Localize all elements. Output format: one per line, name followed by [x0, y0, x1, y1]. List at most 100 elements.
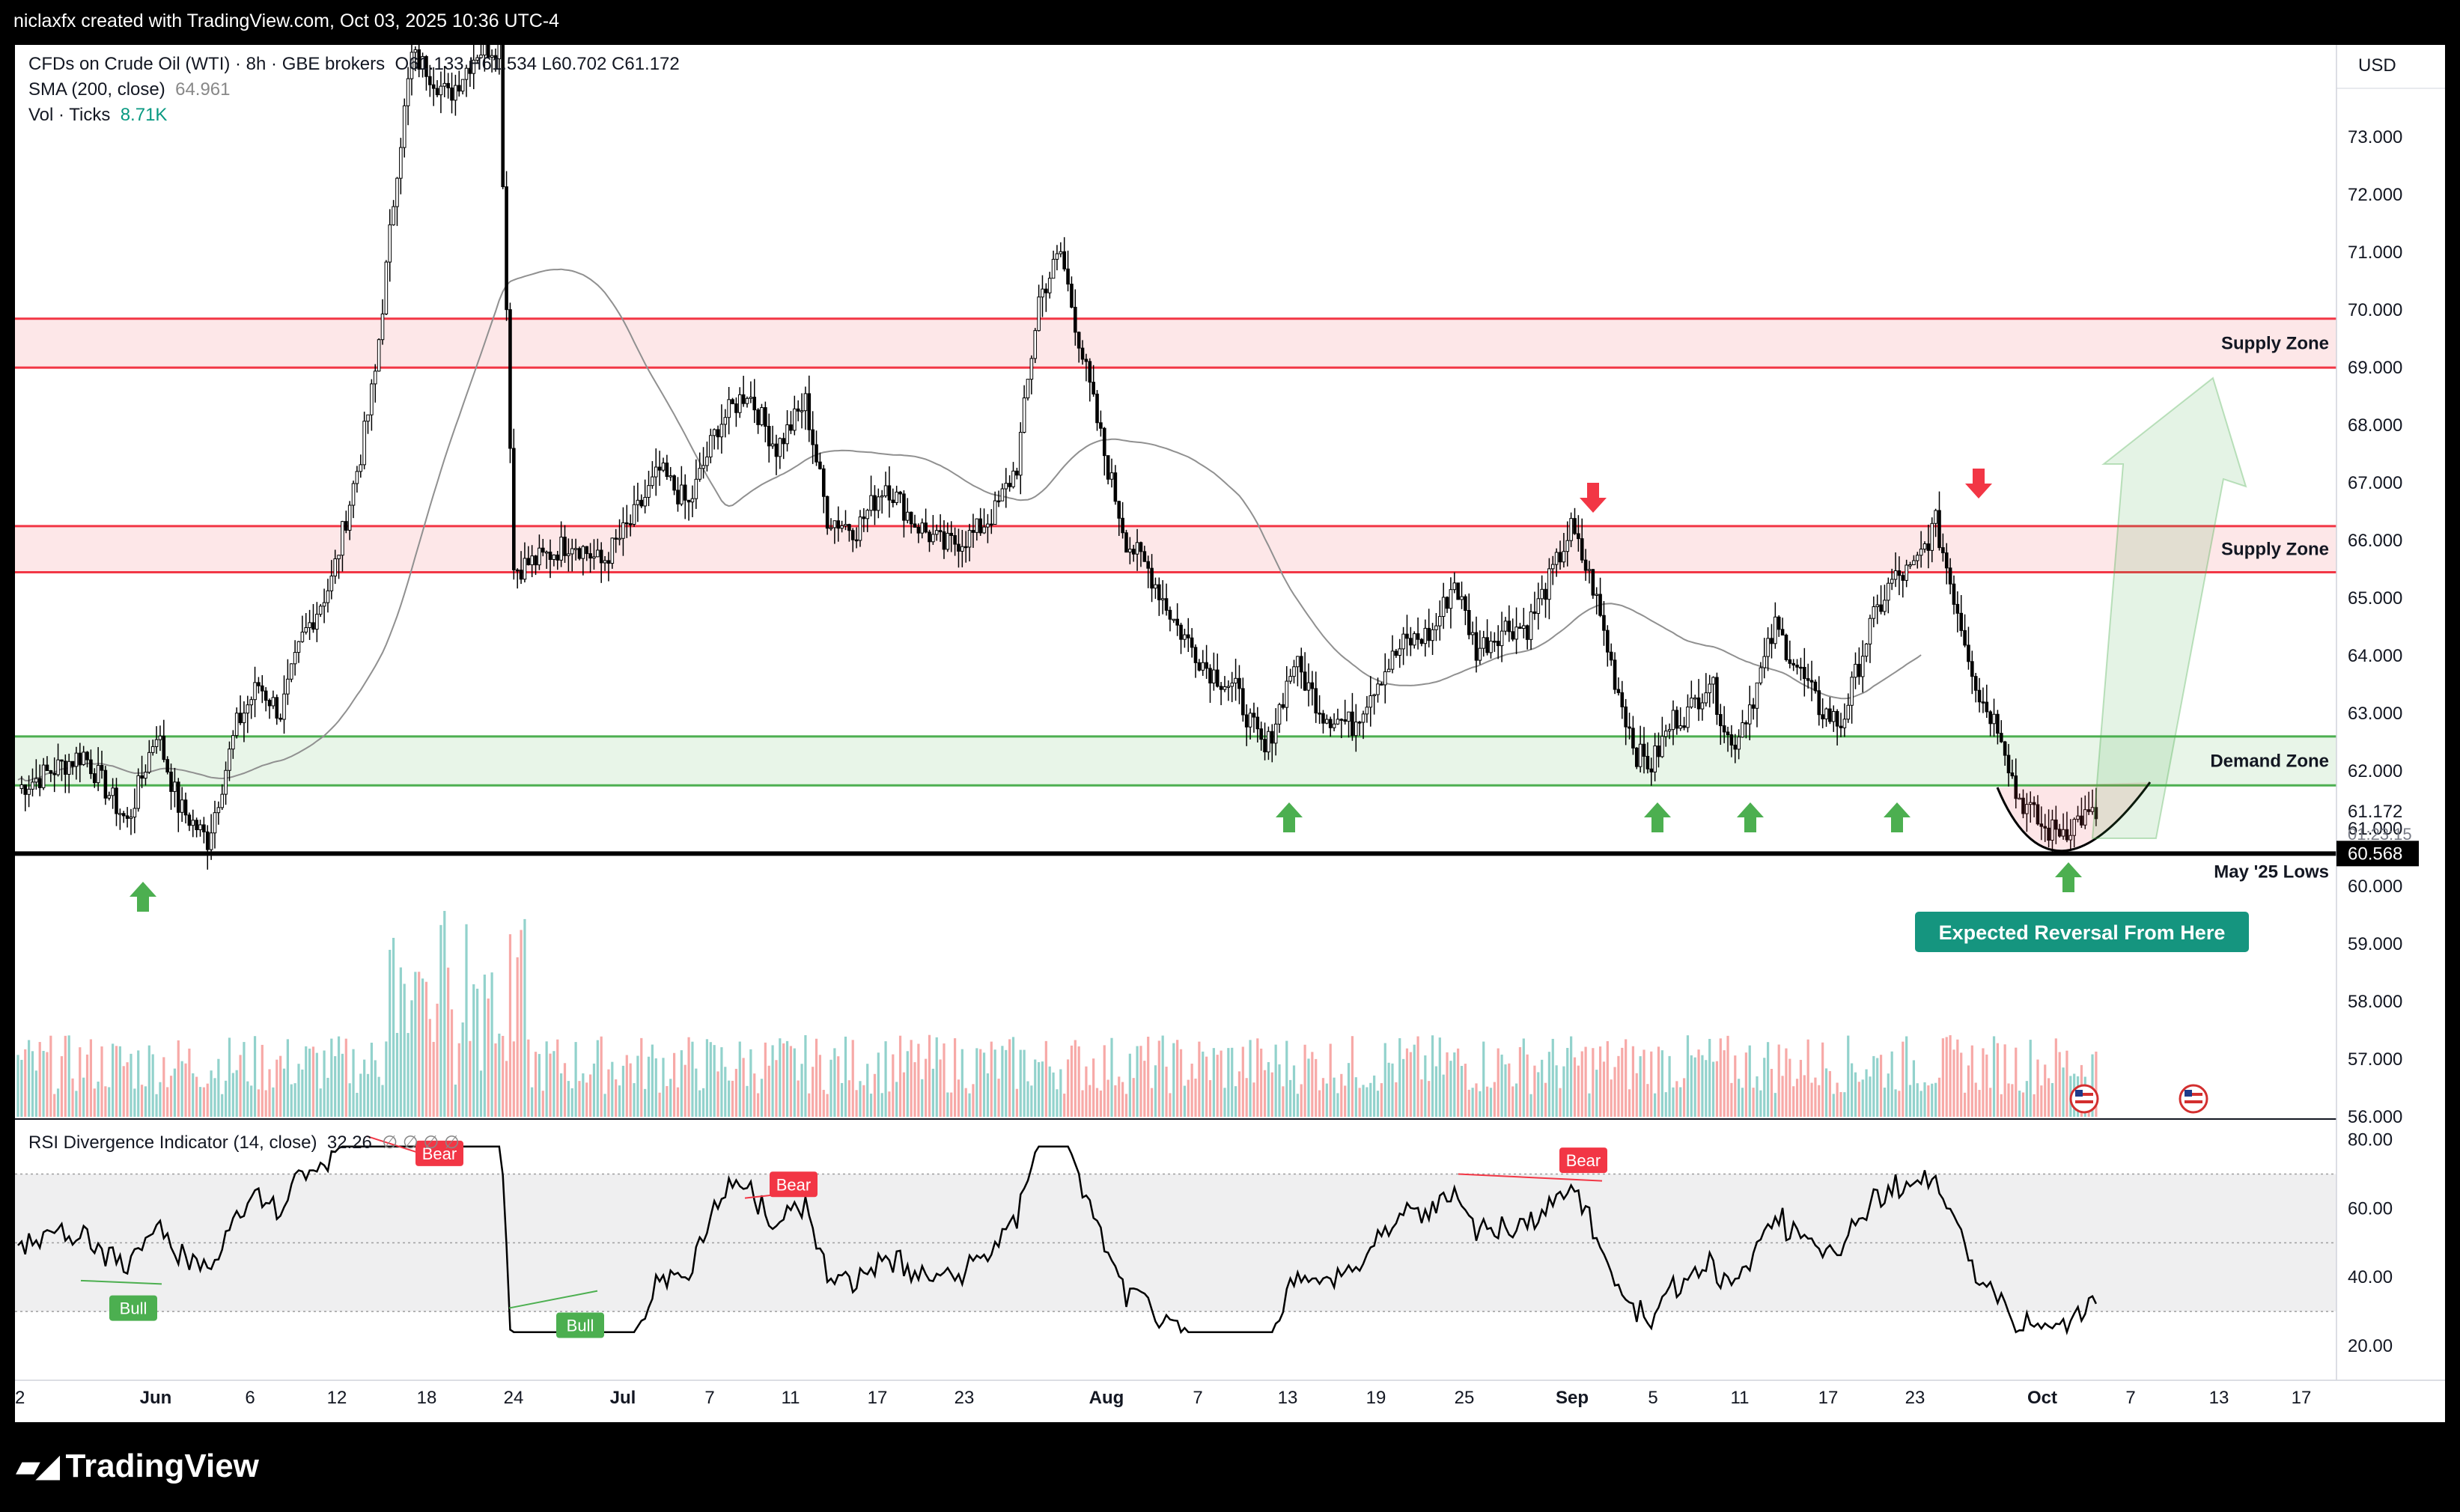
volume-bar	[2050, 1082, 2054, 1117]
candle-body	[1106, 455, 1110, 480]
legend-sma-row[interactable]: SMA (200, close) 64.961	[28, 79, 231, 100]
volume-bar	[1919, 1091, 1922, 1117]
candle-body	[136, 775, 141, 809]
volume-bar	[472, 984, 475, 1117]
volume-bar	[133, 1088, 136, 1117]
rsi-tick-label: 80.00	[2348, 1130, 2393, 1150]
candle-body	[1303, 671, 1307, 691]
legend-symbol-row: CFDs on Crude Oil (WTI) · 8h · GBE broke…	[28, 54, 680, 75]
candle-body	[1041, 288, 1044, 298]
volume-bar	[607, 1069, 610, 1117]
candle-body	[1609, 651, 1613, 661]
volume-bar	[2054, 1038, 2057, 1117]
volume-bar	[46, 1052, 49, 1117]
candle-body	[384, 261, 389, 314]
candle-body	[497, 45, 502, 60]
volume-bar	[1792, 1086, 1795, 1117]
price-tick-label: 64.000	[2348, 646, 2402, 666]
volume-bar	[1595, 1070, 1598, 1117]
volume-bar	[330, 1038, 333, 1117]
volume-bar	[108, 1087, 111, 1117]
candle-body	[125, 815, 130, 819]
volume-bar	[1814, 1077, 1817, 1117]
volume-bar	[508, 934, 512, 1117]
candle-body	[1715, 677, 1719, 716]
time-tick-label: Jun	[140, 1388, 172, 1408]
candle-body	[224, 769, 228, 795]
chart-area[interactable]: Supply Zone Supply Zone Demand Zone May '2…	[15, 45, 2445, 1422]
legend-rsi-row[interactable]: RSI Divergence Indicator (14, close) 32.…	[28, 1132, 460, 1153]
volume-bar	[964, 1088, 967, 1117]
volume-bar	[1767, 1042, 1770, 1117]
time-tick-label: 13	[1278, 1388, 1298, 1408]
time-tick-label: 7	[2125, 1388, 2135, 1408]
volume-bar	[192, 1073, 195, 1117]
candle-body	[326, 590, 330, 603]
volume-bar	[1202, 1051, 1205, 1117]
candle-body	[690, 498, 695, 503]
bull-tag-label: Bull	[120, 1299, 147, 1318]
candle-body	[1008, 483, 1011, 487]
candle-body	[344, 521, 348, 531]
candle-body	[413, 49, 418, 53]
volume-bar	[866, 1064, 869, 1117]
volume-bar	[1340, 1073, 1343, 1117]
chart-canvas[interactable]: Supply Zone Supply Zone Demand Zone May '2…	[15, 45, 2445, 1422]
candle-body	[1070, 284, 1074, 308]
volume-bar	[1650, 1051, 1653, 1117]
rsi-tick-label: 40.00	[2348, 1267, 2393, 1287]
volume-bar	[173, 1068, 177, 1117]
candle-body	[2072, 819, 2076, 836]
candle-body	[723, 417, 728, 425]
candle-body	[1201, 662, 1205, 671]
volume-bar	[2011, 1084, 2014, 1117]
volume-bar	[647, 1056, 651, 1117]
candle-body	[1288, 676, 1292, 682]
candle-body	[563, 537, 567, 556]
price-tick-label: 61.000	[2348, 819, 2402, 839]
candle-body	[460, 79, 465, 92]
volume-bar	[1085, 1066, 1088, 1117]
volume-bar	[1303, 1044, 1306, 1117]
time-tick-label: 12	[327, 1388, 347, 1408]
volume-bar	[588, 1074, 592, 1117]
candle-body	[37, 778, 42, 788]
volume-bar	[1106, 1079, 1109, 1117]
candle-body	[1401, 633, 1405, 650]
volume-bar	[1613, 1067, 1616, 1117]
candle-body	[931, 534, 935, 543]
candle-body	[530, 555, 534, 566]
volume-bar	[424, 981, 428, 1117]
volume-bar	[301, 1069, 304, 1117]
volume-bar	[450, 1009, 454, 1117]
volume-bar	[1311, 1052, 1314, 1117]
volume-bar	[137, 1050, 140, 1117]
volume-bar	[461, 1022, 464, 1117]
tradingview-logo[interactable]: ▰◢ TradingView	[16, 1448, 259, 1485]
candle-body	[989, 523, 993, 526]
legend-rsi-na: ∅ ∅ ∅ ∅	[382, 1133, 460, 1153]
candle-body	[1649, 768, 1654, 772]
volume-bar	[1249, 1040, 1252, 1117]
candle-body	[1554, 552, 1559, 565]
candle-body	[1215, 669, 1220, 687]
volume-bar	[1690, 1055, 1693, 1117]
price-tick-label: 58.000	[2348, 992, 2402, 1012]
legend-vol-row[interactable]: Vol · Ticks 8.71K	[28, 105, 167, 126]
volume-bar	[1023, 1049, 1026, 1117]
volume-bar	[928, 1034, 931, 1117]
candle-body	[1602, 615, 1606, 631]
volume-bar	[541, 1091, 544, 1117]
volume-bar	[126, 1062, 129, 1117]
candle-body	[1175, 618, 1179, 626]
candle-body	[1412, 633, 1416, 646]
time-tick-label: 5	[1648, 1388, 1657, 1408]
volume-bar	[953, 1038, 957, 1117]
volume-bar	[1453, 1052, 1456, 1117]
volume-bar	[1282, 1086, 1285, 1117]
candle-body	[698, 468, 701, 480]
candle-body	[1536, 598, 1541, 615]
volume-bar	[939, 1059, 942, 1117]
candle-body	[1267, 731, 1270, 753]
candle-body	[183, 799, 188, 816]
